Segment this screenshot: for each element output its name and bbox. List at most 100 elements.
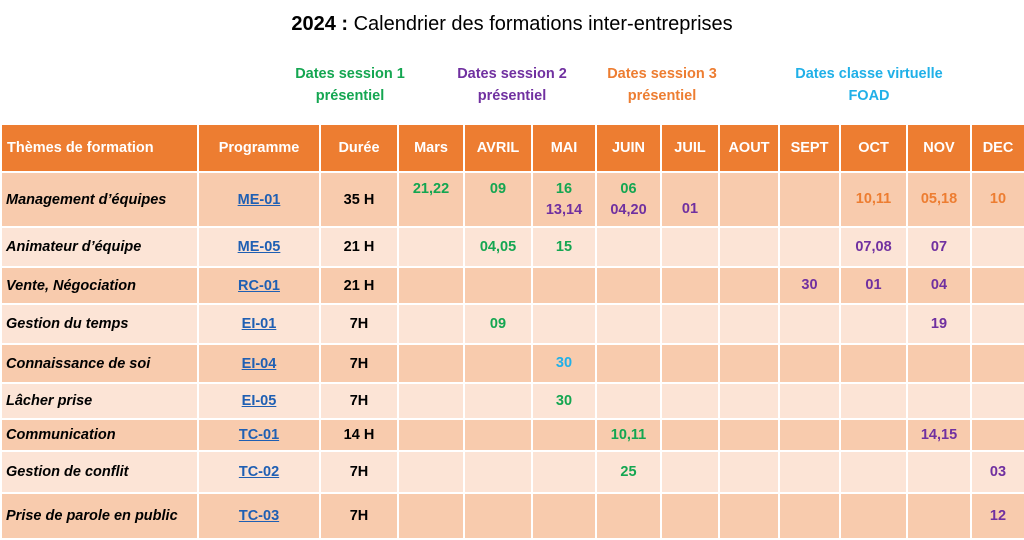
date-cell-nov: [906, 450, 972, 494]
date-value: 07,08: [855, 238, 892, 255]
date-value: 07: [930, 238, 948, 255]
duration-cell: 14 H: [319, 418, 399, 452]
date-cell-sept: [778, 303, 841, 345]
programme-cell: RC-01: [197, 266, 321, 305]
header-duree: Durée: [319, 123, 399, 173]
date-cell-juin: [595, 343, 662, 384]
date-value: 10,11: [855, 191, 892, 207]
programme-cell: TC-01: [197, 418, 321, 452]
duration-cell: 7H: [319, 382, 399, 420]
date-cell-mai: 16 13,14: [531, 171, 597, 228]
date-cell-oct: [839, 303, 908, 345]
legend-session-1-line2: présentiel: [315, 88, 385, 104]
theme-cell: Gestion du temps: [0, 303, 199, 345]
date-cell-sept: [778, 226, 841, 268]
date-cell-mars: [397, 418, 465, 452]
programme-link[interactable]: RC-01: [238, 277, 280, 294]
date-value: 30: [555, 355, 573, 371]
date-cell-juin: [595, 382, 662, 420]
theme-cell: Vente, Négociation: [0, 266, 199, 305]
date-cell-dec: [970, 343, 1024, 384]
header-oct: OCT: [839, 123, 908, 173]
date-cell-avril: 09: [463, 171, 533, 228]
date-value: 04,05: [479, 238, 517, 255]
programme-link[interactable]: TC-01: [238, 427, 280, 443]
date-cell-sept: [778, 418, 841, 452]
legend-session-3: Dates session 3 présentiel: [587, 63, 737, 107]
header-juin: JUIN: [595, 123, 662, 173]
date-cell-oct: [839, 450, 908, 494]
date-cell-aout: [718, 266, 780, 305]
date-value: 16: [555, 180, 573, 197]
theme-cell: Communication: [0, 418, 199, 452]
header-avril: AVRIL: [463, 123, 533, 173]
date-cell-aout: [718, 492, 780, 540]
legend-session-1: Dates session 1 présentiel: [275, 63, 425, 107]
programme-link[interactable]: TC-02: [238, 464, 280, 480]
table-row: Lâcher prise EI-05 7H 30: [0, 382, 1024, 420]
header-juil: JUIL: [660, 123, 720, 173]
header-programme: Programme: [197, 123, 321, 173]
date-value: 30: [555, 392, 573, 409]
programme-link[interactable]: EI-04: [241, 355, 277, 372]
programme-link[interactable]: EI-05: [241, 393, 277, 409]
date-cell-aout: [718, 450, 780, 494]
theme-cell: Management d’équipes: [0, 171, 199, 228]
date-cell-juil: [660, 226, 720, 268]
duration-cell: 21 H: [319, 226, 399, 268]
theme-cell: Animateur d’équipe: [0, 226, 199, 268]
date-value: 09: [489, 181, 507, 197]
date-value: 19: [930, 315, 948, 332]
date-cell-juil: [660, 382, 720, 420]
date-cell-juil: [660, 418, 720, 452]
date-value: 12: [989, 507, 1007, 524]
date-cell-avril: 09: [463, 303, 533, 345]
date-cell-dec: [970, 303, 1024, 345]
date-cell-juil: [660, 492, 720, 540]
programme-link[interactable]: EI-01: [241, 316, 277, 332]
programme-link[interactable]: ME-01: [237, 191, 281, 208]
date-cell-nov: [906, 343, 972, 384]
theme-cell: Lâcher prise: [0, 382, 199, 420]
date-cell-oct: [839, 492, 908, 540]
header-sept: SEPT: [778, 123, 841, 173]
training-calendar-table: Thèmes de formation Programme Durée Mars…: [0, 123, 1024, 540]
duration-cell: 7H: [319, 303, 399, 345]
programme-link[interactable]: ME-05: [237, 239, 281, 255]
theme-cell: Connaissance de soi: [0, 343, 199, 384]
date-cell-mars: [397, 226, 465, 268]
header-mars: Mars: [397, 123, 465, 173]
date-cell-mars: [397, 266, 465, 305]
date-cell-mai: [531, 492, 597, 540]
legend-virtual-class: Dates classe virtuelle FOAD: [764, 63, 974, 107]
page-title: 2024 : Calendrier des formations inter-e…: [0, 10, 1024, 38]
table-row: Connaissance de soi EI-04 7H 30: [0, 343, 1024, 384]
date-cell-mai: [531, 450, 597, 494]
date-cell-sept: 30: [778, 266, 841, 305]
date-cell-mars: 21,22: [397, 171, 465, 228]
header-mai: MAI: [531, 123, 597, 173]
date-cell-mars: [397, 492, 465, 540]
header-aout: AOUT: [718, 123, 780, 173]
date-cell-nov: 14,15: [906, 418, 972, 452]
date-cell-mai: 30: [531, 382, 597, 420]
table-row: Gestion de conflit TC-02 7H 25 03: [0, 450, 1024, 494]
date-cell-mars: [397, 450, 465, 494]
date-cell-nov: [906, 492, 972, 540]
date-cell-juil: [660, 450, 720, 494]
header-row: Thèmes de formation Programme Durée Mars…: [0, 123, 1024, 173]
legend-session-2: Dates session 2 présentiel: [437, 63, 587, 107]
header-nov: NOV: [906, 123, 972, 173]
date-cell-oct: 10,11: [839, 171, 908, 228]
date-cell-juin: [595, 303, 662, 345]
date-value: 04: [930, 277, 948, 293]
header-theme: Thèmes de formation: [0, 123, 199, 173]
date-value: 14,15: [920, 426, 958, 443]
date-cell-sept: [778, 343, 841, 384]
date-cell-dec: [970, 418, 1024, 452]
date-cell-juin: 25: [595, 450, 662, 494]
date-cell-dec: [970, 382, 1024, 420]
table-row: Prise de parole en public TC-03 7H 12: [0, 492, 1024, 540]
programme-link[interactable]: TC-03: [238, 508, 280, 524]
legend-virtual-line1: Dates classe virtuelle: [795, 66, 943, 82]
